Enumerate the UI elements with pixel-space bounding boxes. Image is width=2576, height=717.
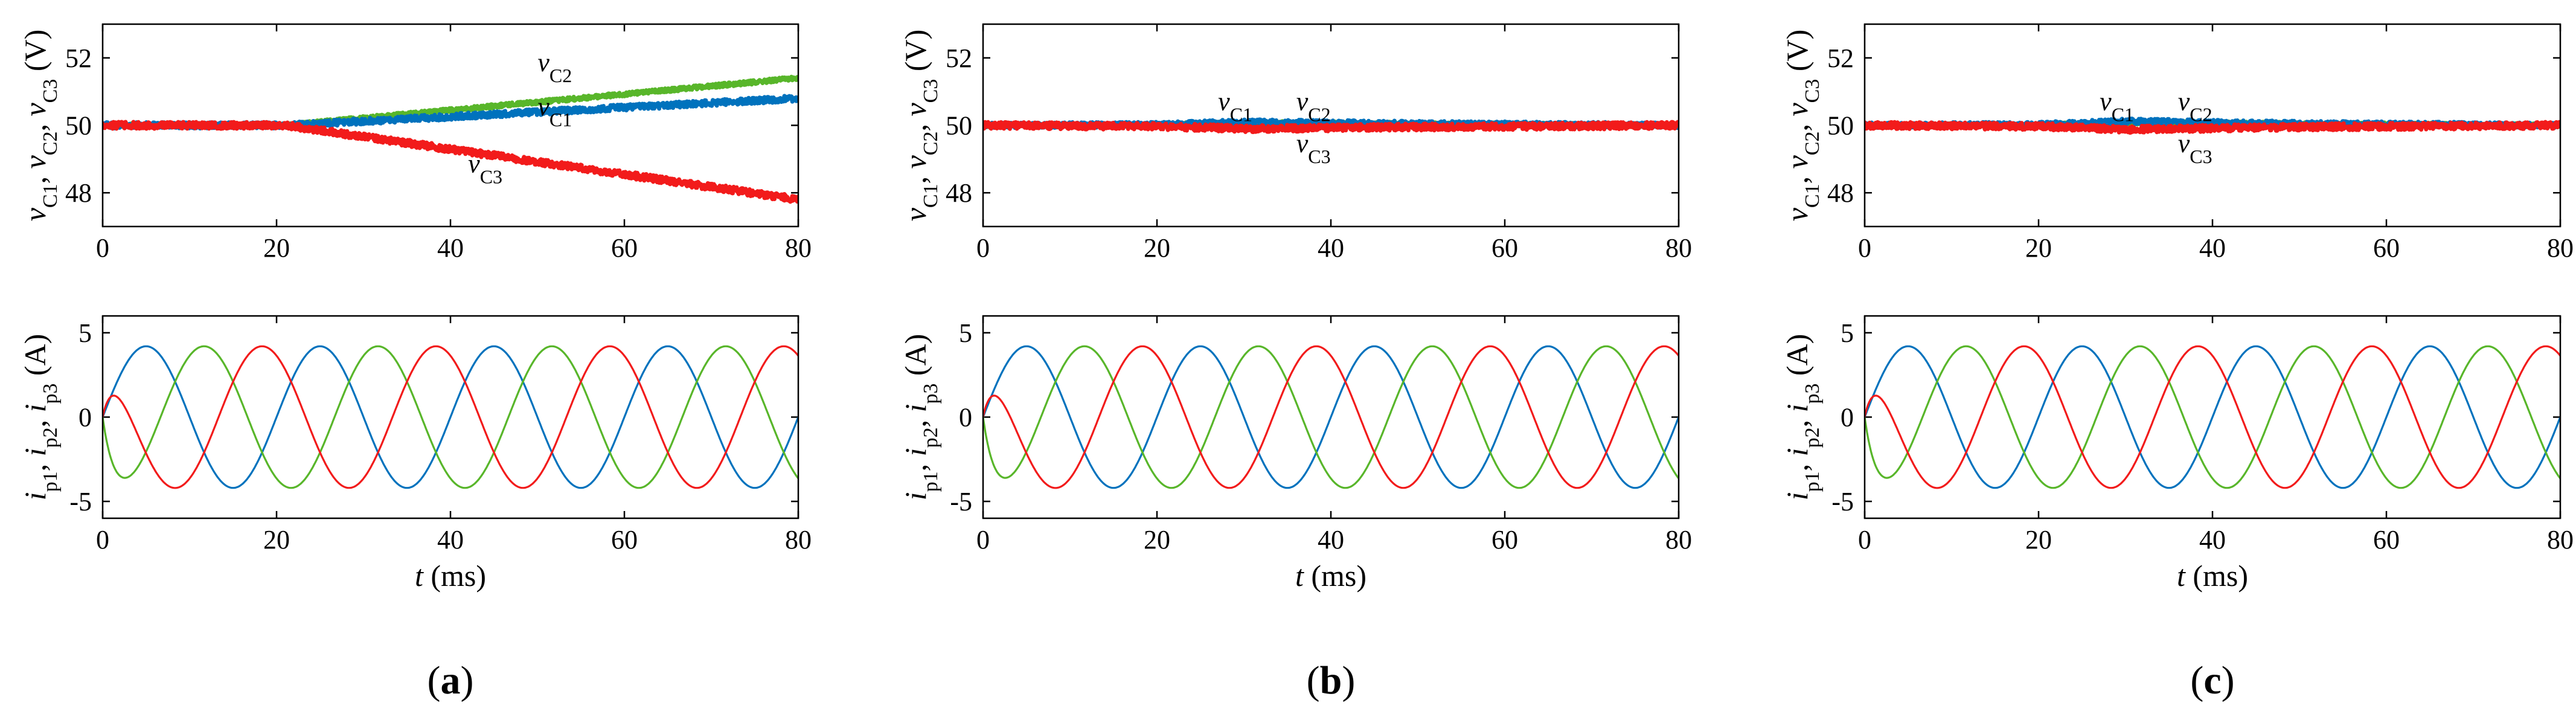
panel-a-voltage-plot-area [103, 74, 798, 204]
panel-a-voltage-label-vC2: vC2 [537, 48, 572, 86]
panel-a-voltage-xtick-label: 40 [437, 233, 464, 263]
panel-c-voltage-label-vC2: vC2 [2178, 86, 2212, 125]
panel-a-current-xtick-label: 80 [785, 525, 812, 555]
panel-a-voltage-xtick-label: 20 [263, 233, 290, 263]
panel-b-voltage-label-vC3: vC3 [1296, 129, 1331, 167]
panel-a-current-ytick-label: 0 [78, 403, 92, 432]
panel-c-voltage-label-vC3: vC3 [2178, 129, 2212, 167]
panel-b-current-plot-area [983, 345, 1679, 489]
panel-a-voltage-ylabel: vC1, vC2, vC3 (V) [18, 30, 62, 222]
panel-c-voltage-ytick-label: 50 [1827, 111, 1854, 141]
panel-b-current-ytick-label: 5 [959, 318, 972, 348]
panel-a-voltage-series-vC3 [103, 120, 798, 204]
panel-b-voltage-xtick-label: 60 [1491, 233, 1518, 263]
panel-a-current-series-ip3 [103, 345, 798, 489]
panel-c-current-plot-area [1865, 345, 2560, 489]
panel-b-voltage-xtick-label: 80 [1665, 233, 1692, 263]
panel-b-voltage-frame [982, 23, 1680, 228]
panel-b-voltage-ytick-label: 48 [946, 178, 972, 208]
panel-a-voltage-frame [101, 23, 799, 228]
panel-a-current-xtick-label: 40 [437, 525, 464, 555]
panel-b-voltage-plot-area [983, 117, 1679, 134]
panel-c-current-ylabel: ip1, ip2, ip3 (A) [1780, 334, 1824, 501]
panel-c-voltage-xtick-label: 80 [2547, 233, 2574, 263]
panel-b-voltage-series-vC3 [983, 120, 1679, 134]
panel-c-voltage-ytick-label: 52 [1827, 43, 1854, 73]
panel-c-current-frame [1863, 315, 2562, 519]
panel-c-voltage-xtick-label: 20 [2025, 233, 2052, 263]
panel-c-voltage-frame [1863, 23, 2562, 228]
panel-b-voltage-ylabel: vC1, vC2, vC3 (V) [899, 30, 942, 222]
panel-a-voltage-xtick-label: 80 [785, 233, 812, 263]
panel-b-voltage-ytick-label: 50 [946, 111, 972, 141]
panel-a-current-xlabel: t (ms) [415, 559, 486, 593]
panel-a-voltage-xtick-label: 60 [611, 233, 638, 263]
panel-c-voltage-ytick-label: 48 [1827, 178, 1854, 208]
panel-b-voltage-xtick-label: 0 [976, 233, 990, 263]
panel-c-current-ytick-label: -5 [1831, 487, 1854, 516]
panel-a-voltage-xtick-label: 0 [96, 233, 109, 263]
panel-c-current-series-ip1 [1865, 345, 2560, 489]
panel-b-voltage-xtick-label: 20 [1144, 233, 1170, 263]
panel-c-voltage-label-vC1: vC1 [2100, 86, 2134, 125]
panel-c-current-xtick-label: 0 [1858, 525, 1871, 555]
panel-b-voltage-label-vC1: vC1 [1218, 86, 1252, 125]
panel-b-current-series-ip3 [983, 345, 1679, 489]
panel-b-current-ytick-label: 0 [959, 403, 972, 432]
panel-c-voltage-xtick-label: 0 [1858, 233, 1871, 263]
panel-b-current-frame [982, 315, 1680, 519]
panel-b-current-xtick-label: 0 [976, 525, 990, 555]
panel-c-caption: (c) [2190, 658, 2234, 703]
panel-c-current-series-ip2 [1865, 345, 2560, 489]
panel-b-current-series-ip1 [983, 345, 1679, 489]
panel-a-voltage-ytick-label: 50 [65, 111, 92, 141]
panel-b-current-ylabel: ip1, ip2, ip3 (A) [899, 334, 942, 501]
panel-a-caption: (a) [428, 658, 474, 703]
panel-a-voltage-label-vC1: vC1 [537, 92, 572, 130]
panel-c-current-series-ip3 [1865, 345, 2560, 489]
panel-c-current-ytick-label: 0 [1841, 403, 1854, 432]
panel-b-current-xtick-label: 60 [1491, 525, 1518, 555]
panel-b-current-xtick-label: 80 [1665, 525, 1692, 555]
panel-a-current-plot-area [103, 345, 798, 489]
panel-c-current-xtick-label: 80 [2547, 525, 2574, 555]
panel-a-current-ylabel: ip1, ip2, ip3 (A) [18, 334, 62, 501]
panel-b-voltage-label-vC2: vC2 [1296, 86, 1331, 125]
panel-a-current-series-ip2 [103, 345, 798, 489]
panel-c-voltage-ylabel: vC1, vC2, vC3 (V) [1780, 30, 1824, 222]
panel-a-current-ytick-label: 5 [78, 318, 92, 348]
panel-b-current-xlabel: t (ms) [1295, 559, 1366, 593]
panel-c-current-xtick-label: 20 [2025, 525, 2052, 555]
panel-a-voltage-ytick-label: 52 [65, 43, 92, 73]
panel-a-current-ytick-label: -5 [69, 487, 92, 516]
panel-a-voltage-ytick-label: 48 [65, 178, 92, 208]
panel-b-current-xtick-label: 20 [1144, 525, 1170, 555]
panel-a-current-xtick-label: 60 [611, 525, 638, 555]
panel-c-voltage-xtick-label: 60 [2373, 233, 2400, 263]
panel-b-voltage-xtick-label: 40 [1318, 233, 1344, 263]
panel-b-current-series-ip2 [983, 345, 1679, 489]
panel-c-current-xtick-label: 40 [2199, 525, 2226, 555]
panel-b-voltage-ytick-label: 52 [946, 43, 972, 73]
panel-a-current-xtick-label: 20 [263, 525, 290, 555]
panel-c-voltage-series-vC3 [1865, 120, 2560, 135]
panel-c-voltage-plot-area [1865, 117, 2560, 135]
panel-c-current-xlabel: t (ms) [2177, 559, 2248, 593]
panel-c-current-ytick-label: 5 [1841, 318, 1854, 348]
panel-b-caption: (b) [1307, 658, 1356, 703]
panel-c-current-xtick-label: 60 [2373, 525, 2400, 555]
panel-a-voltage-label-vC3: vC3 [468, 149, 502, 188]
panel-a-current-frame [101, 315, 799, 519]
panel-c-voltage-xtick-label: 40 [2199, 233, 2226, 263]
panel-a-current-xtick-label: 0 [96, 525, 109, 555]
panel-b-current-xtick-label: 40 [1318, 525, 1344, 555]
panel-a-current-series-ip1 [103, 345, 798, 489]
panel-b-current-ytick-label: -5 [950, 487, 972, 516]
